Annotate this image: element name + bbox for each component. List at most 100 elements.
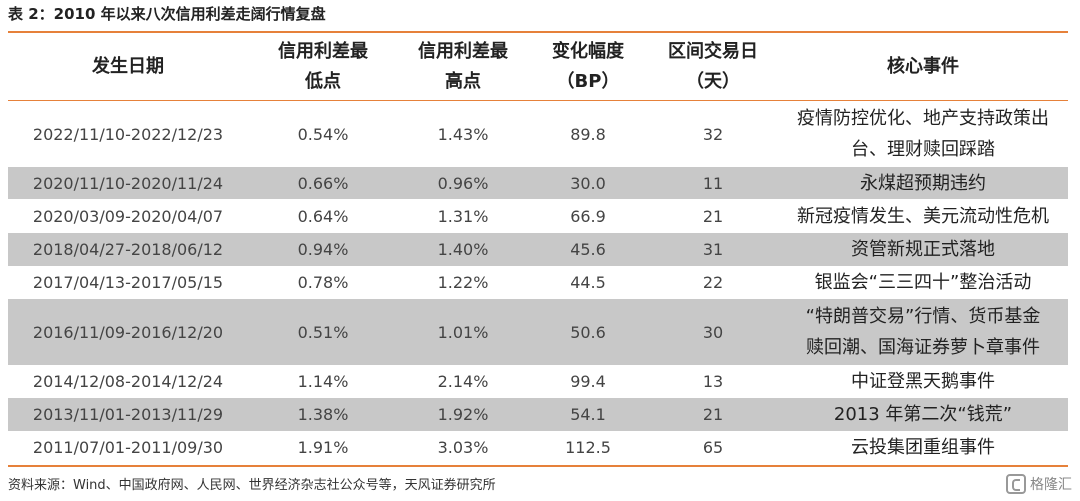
cell-days: 65 <box>702 438 724 457</box>
cell-date: 2022/11/10-2022/12/23 <box>32 124 224 144</box>
header-high-line1: 信用利差最 <box>418 40 508 62</box>
cell-high: 1.92% <box>437 405 489 424</box>
cell-event: “特朗普交易”行情、货币基金 赎回潮、国海证券萝卜章事件 <box>778 299 1068 365</box>
table-row: 2014/12/08-2014/12/24 1.14% 2.14% 99.4 1… <box>8 365 1068 398</box>
cell-event: 永煤超预期违约 <box>778 167 1068 199</box>
cell-date: 2020/03/09-2020/04/07 <box>32 206 224 226</box>
watermark: 格隆汇 <box>1006 474 1072 494</box>
cell-event-line1: 新冠疫情发生、美元流动性危机 <box>797 205 1049 227</box>
table-row: 2020/03/09-2020/04/07 0.64% 1.31% 66.9 2… <box>8 199 1068 233</box>
cell-change: 50.6 <box>570 322 606 342</box>
cell-low: 0.78% <box>297 273 349 292</box>
table-body: 2022/11/10-2022/12/23 0.54% 1.43% 89.8 3… <box>8 101 1068 464</box>
cell-low: 0.54% <box>297 124 349 144</box>
cell-date: 2017/04/13-2017/05/15 <box>32 273 224 292</box>
table-row: 2020/11/10-2020/11/24 0.66% 0.96% 30.0 1… <box>8 167 1068 199</box>
cell-high: 3.03% <box>437 438 489 457</box>
header-date: 发生日期 <box>8 33 248 100</box>
table-row: 2013/11/01-2013/11/29 1.38% 1.92% 54.1 2… <box>8 398 1068 431</box>
cell-days: 30 <box>702 322 724 342</box>
header-low-line1: 信用利差最 <box>278 40 368 62</box>
cell-change: 45.6 <box>570 240 606 259</box>
cell-low: 1.91% <box>297 438 349 457</box>
cell-date: 2020/11/10-2020/11/24 <box>32 173 224 193</box>
header-event: 核心事件 <box>778 33 1068 100</box>
header-change: 变化幅度 （BP） <box>528 33 648 100</box>
cell-days: 21 <box>702 405 724 424</box>
cell-date: 2014/12/08-2014/12/24 <box>32 372 224 391</box>
bottom-rule <box>8 465 1068 467</box>
cell-event: 疫情防控优化、地产支持政策出 台、理财赎回踩踏 <box>778 101 1068 167</box>
cell-high: 1.43% <box>437 124 489 144</box>
cell-event: 资管新规正式落地 <box>778 233 1068 266</box>
cell-event: 云投集团重组事件 <box>778 431 1068 464</box>
header-change-line1: 变化幅度 <box>552 40 624 62</box>
table-row: 2017/04/13-2017/05/15 0.78% 1.22% 44.5 2… <box>8 266 1068 299</box>
cell-event-line1: 云投集团重组事件 <box>851 437 995 458</box>
table-row: 2022/11/10-2022/12/23 0.54% 1.43% 89.8 3… <box>8 101 1068 167</box>
header-high-line2: 高点 <box>445 70 481 92</box>
cell-high: 2.14% <box>437 372 489 391</box>
gelonghui-logo-icon <box>1006 474 1026 494</box>
cell-low: 1.14% <box>297 372 349 391</box>
cell-event-line1: “特朗普交易”行情、货币基金 <box>805 306 1041 327</box>
header-high: 信用利差最 高点 <box>398 33 528 100</box>
cell-days: 13 <box>702 372 724 391</box>
header-change-line2: （BP） <box>556 70 620 92</box>
table-row: 2016/11/09-2016/12/20 0.51% 1.01% 50.6 3… <box>8 299 1068 365</box>
cell-low: 0.64% <box>297 206 349 226</box>
cell-change: 54.1 <box>570 405 606 424</box>
cell-days: 31 <box>702 240 724 259</box>
table-row: 2018/04/27-2018/06/12 0.94% 1.40% 45.6 3… <box>8 233 1068 266</box>
cell-date: 2018/04/27-2018/06/12 <box>32 240 224 259</box>
cell-date: 2011/07/01-2011/09/30 <box>32 438 224 457</box>
header-days: 区间交易日 （天） <box>648 33 778 100</box>
cell-days: 21 <box>702 206 724 226</box>
cell-low: 0.51% <box>297 322 349 342</box>
header-low-line2: 低点 <box>305 70 341 92</box>
header-days-line1: 区间交易日 <box>668 40 758 62</box>
top-rule <box>8 31 1068 33</box>
cell-event-line1: 资管新规正式落地 <box>851 239 995 260</box>
cell-event: 银监会“三三四十”整治活动 <box>778 266 1068 299</box>
table-header: 发生日期 信用利差最 低点 信用利差最 高点 变化幅度 （BP） 区间交易日 （… <box>8 33 1068 100</box>
cell-high: 1.40% <box>437 240 489 259</box>
cell-low: 1.38% <box>297 405 349 424</box>
cell-event: 2013 年第二次“钱荒” <box>778 398 1068 431</box>
cell-event-line2: 赎回潮、国海证券萝卜章事件 <box>806 337 1040 358</box>
cell-change: 112.5 <box>565 438 611 457</box>
cell-high: 0.96% <box>437 173 489 193</box>
cell-high: 1.22% <box>437 273 489 292</box>
cell-days: 32 <box>702 124 724 144</box>
cell-low: 0.66% <box>297 173 349 193</box>
cell-change: 89.8 <box>570 124 606 144</box>
header-date-label: 发生日期 <box>92 55 164 77</box>
header-event-label: 核心事件 <box>887 55 959 77</box>
cell-event-line2: 台、理财赎回踩踏 <box>851 139 995 160</box>
header-rule <box>8 100 1068 101</box>
cell-event-line1: 2013 年第二次“钱荒” <box>833 404 1013 425</box>
header-days-line2: （天） <box>686 70 740 92</box>
table-row: 2011/07/01-2011/09/30 1.91% 3.03% 112.5 … <box>8 431 1068 464</box>
source-note: 资料来源：Wind、中国政府网、人民网、世界经济杂志社公众号等，天风证券研究所 <box>8 478 496 493</box>
table-title: 表 2：2010 年以来八次信用利差走阔行情复盘 <box>8 5 326 23</box>
cell-event: 中证登黑天鹅事件 <box>778 365 1068 398</box>
cell-high: 1.31% <box>437 206 489 226</box>
cell-event-line1: 永煤超预期违约 <box>860 172 986 194</box>
cell-days: 11 <box>702 173 724 193</box>
cell-days: 22 <box>702 273 724 292</box>
cell-change: 99.4 <box>570 372 606 391</box>
cell-change: 44.5 <box>570 273 606 292</box>
cell-event-line1: 疫情防控优化、地产支持政策出 <box>797 108 1049 129</box>
cell-event: 新冠疫情发生、美元流动性危机 <box>778 199 1068 233</box>
cell-change: 66.9 <box>570 206 606 226</box>
watermark-text: 格隆汇 <box>1030 477 1072 493</box>
cell-high: 1.01% <box>437 322 489 342</box>
cell-low: 0.94% <box>297 240 349 259</box>
cell-event-line1: 中证登黑天鹅事件 <box>851 371 995 392</box>
cell-event-line1: 银监会“三三四十”整治活动 <box>814 272 1032 293</box>
cell-change: 30.0 <box>570 173 606 193</box>
header-low: 信用利差最 低点 <box>248 33 398 100</box>
cell-date: 2016/11/09-2016/12/20 <box>32 322 224 342</box>
cell-date: 2013/11/01-2013/11/29 <box>32 405 224 424</box>
